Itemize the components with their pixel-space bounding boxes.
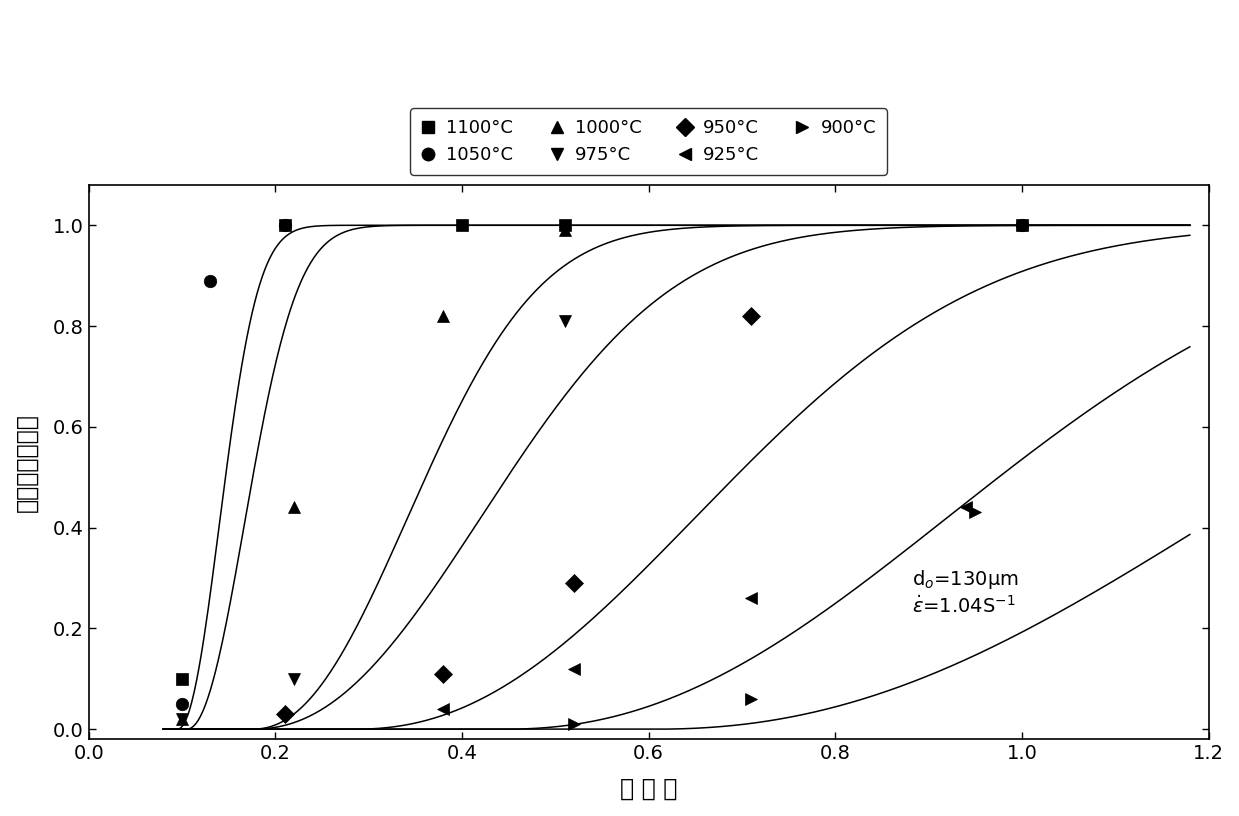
Y-axis label: 静态再结晶分数: 静态再结晶分数 — [15, 413, 38, 512]
X-axis label: 应 变 量: 应 变 量 — [620, 777, 678, 801]
Legend: 1100°C, 1050°C, 1000°C, 975°C, 950°C, 925°C, 900°C: 1100°C, 1050°C, 1000°C, 975°C, 950°C, 92… — [410, 108, 887, 175]
Text: d$_o$=130μm
$\dot{\varepsilon}$=1.04S$^{-1}$: d$_o$=130μm $\dot{\varepsilon}$=1.04S$^{… — [912, 568, 1018, 617]
